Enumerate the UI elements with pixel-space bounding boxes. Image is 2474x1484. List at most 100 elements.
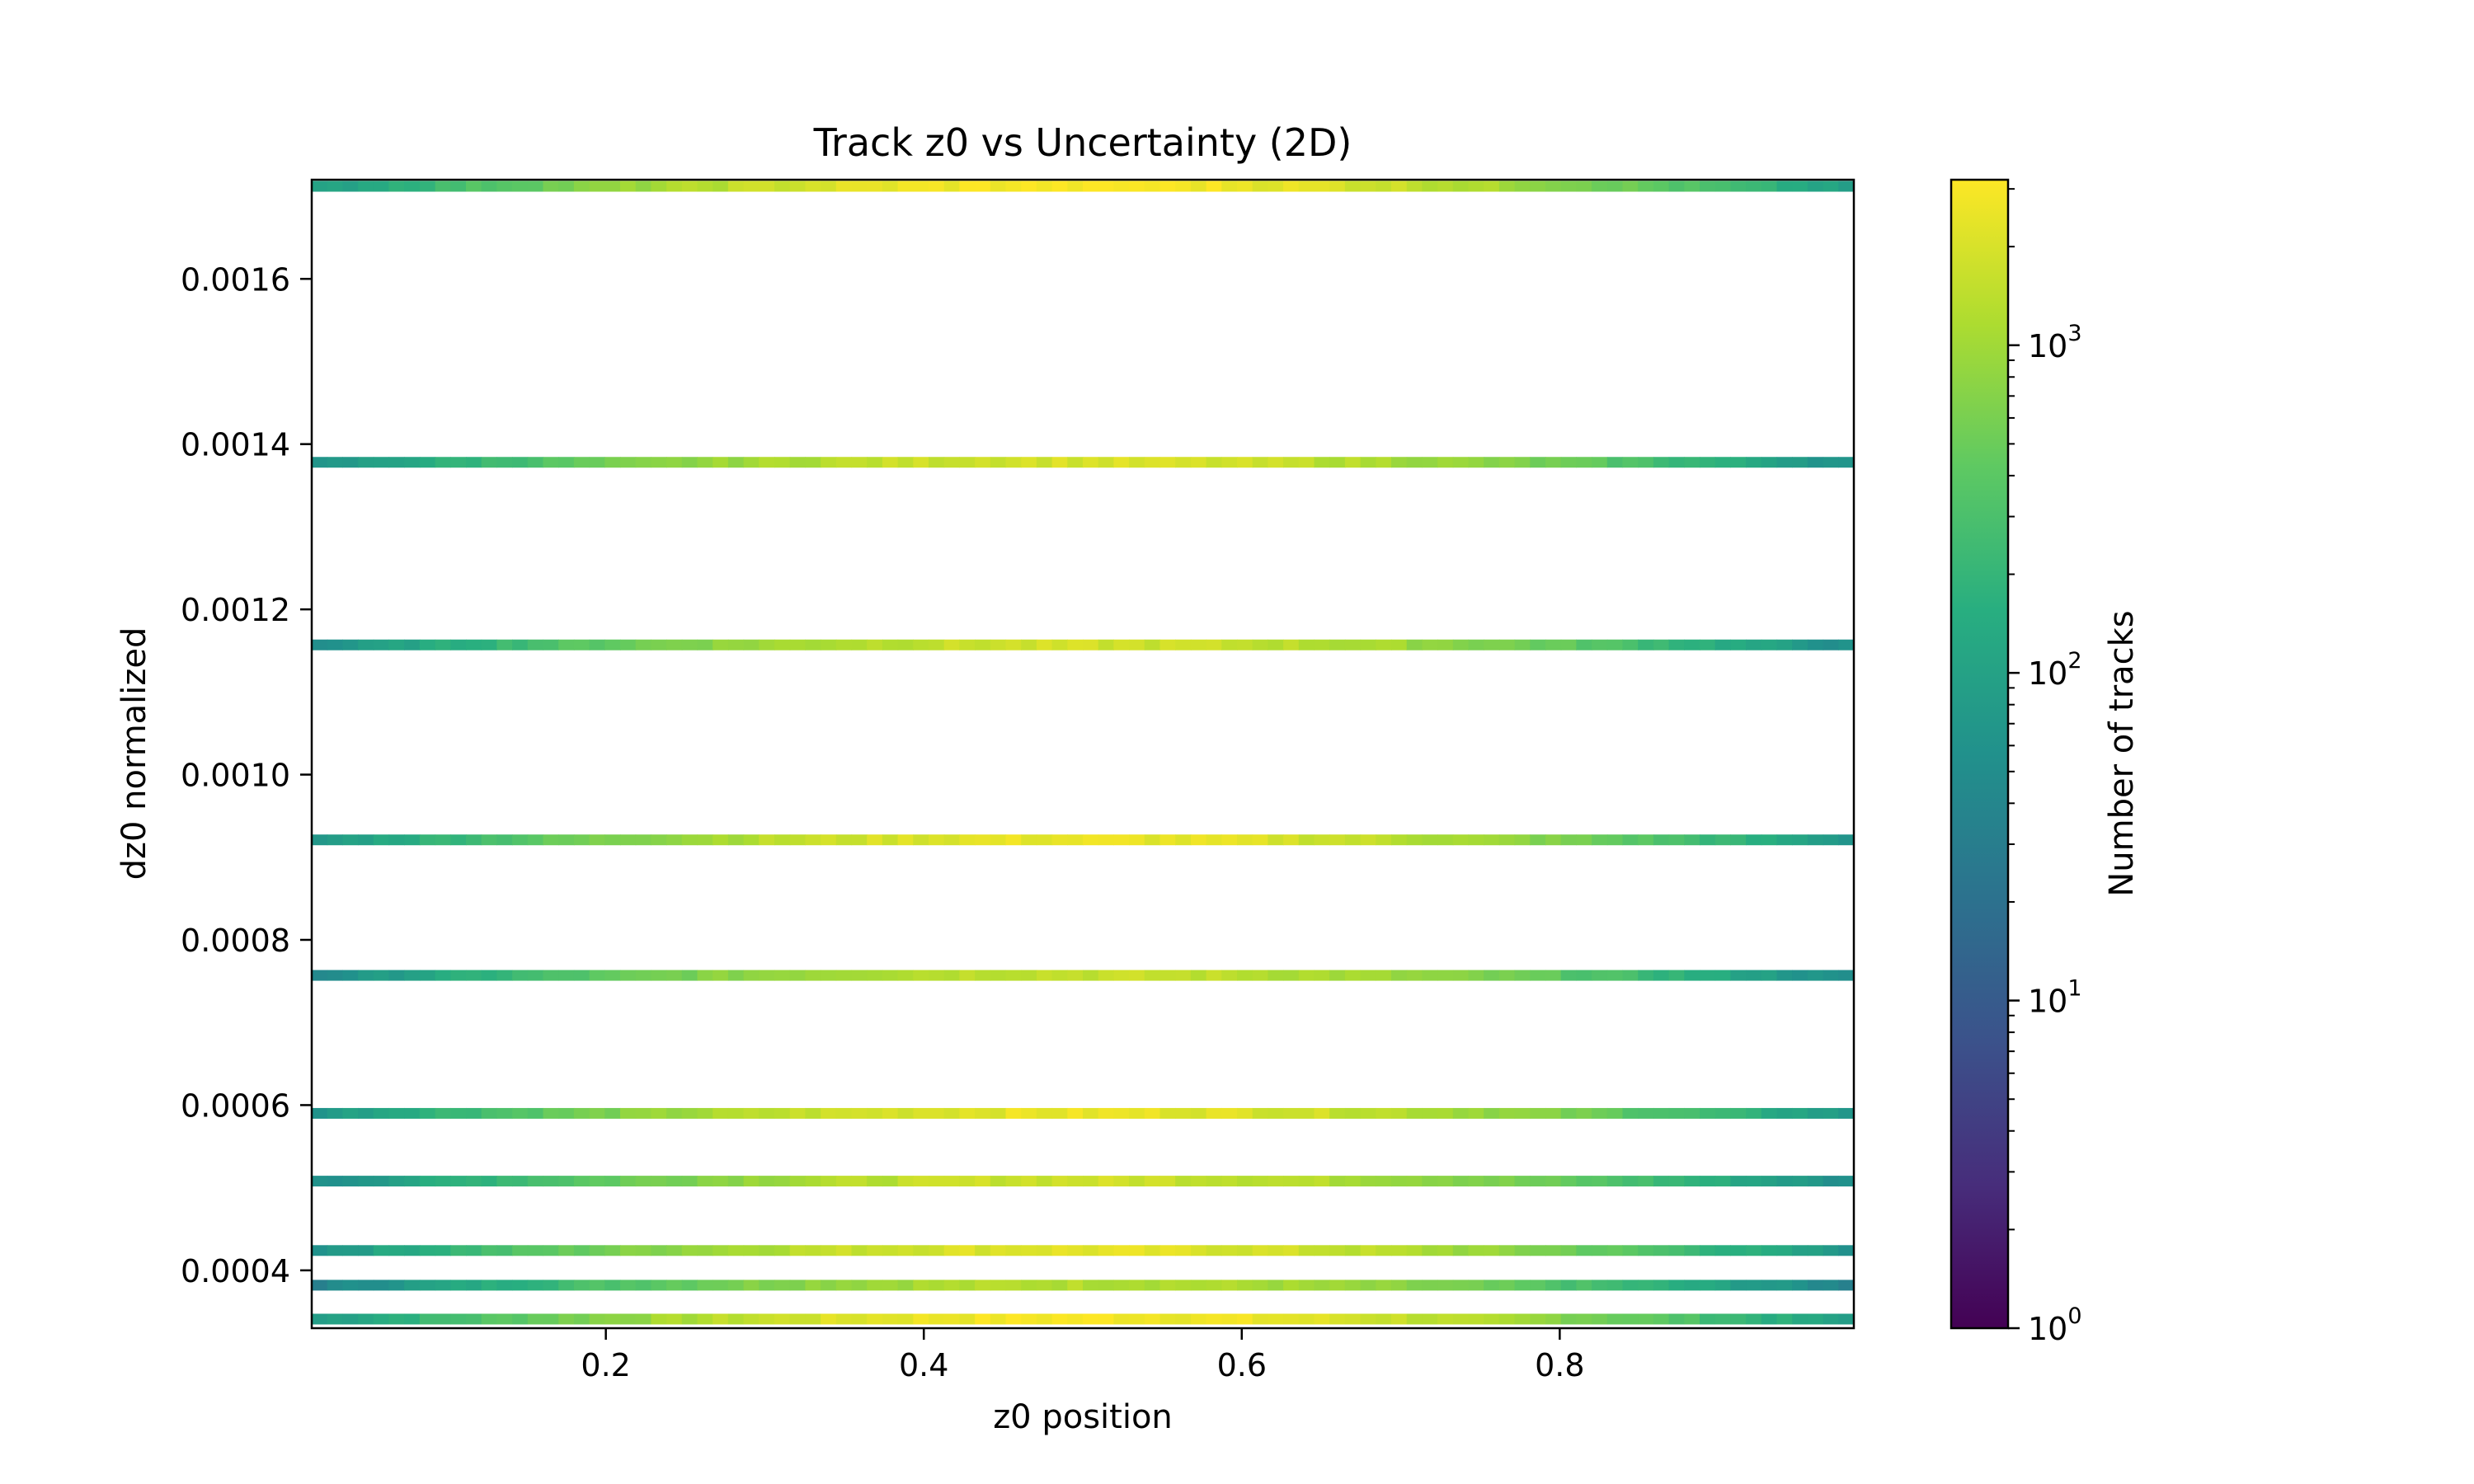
heatmap-cell bbox=[512, 1176, 529, 1187]
heatmap-cell bbox=[1329, 834, 1346, 846]
heatmap-cell bbox=[727, 1280, 745, 1291]
heatmap-cell bbox=[312, 834, 328, 846]
heatmap-cell bbox=[1268, 1245, 1284, 1256]
heatmap-cell bbox=[759, 457, 775, 468]
heatmap-cell bbox=[404, 1107, 421, 1119]
heatmap-cell bbox=[975, 639, 991, 650]
heatmap-cell bbox=[1129, 1176, 1145, 1187]
heatmap-cell bbox=[1067, 1280, 1084, 1291]
heatmap-cell bbox=[342, 639, 359, 650]
heatmap-cell bbox=[975, 457, 991, 468]
heatmap-cell bbox=[1838, 1245, 1855, 1256]
heatmap-cell bbox=[666, 181, 683, 192]
heatmap-cell bbox=[1638, 834, 1654, 846]
heatmap-cell bbox=[312, 1245, 328, 1256]
heatmap-cell bbox=[1252, 457, 1268, 468]
heatmap-cell bbox=[1653, 970, 1670, 981]
heatmap-cell bbox=[1452, 1280, 1470, 1291]
heatmap-cell bbox=[481, 1280, 497, 1291]
heatmap-cell bbox=[1606, 1245, 1624, 1256]
heatmap-cell bbox=[481, 181, 497, 192]
heatmap-cell bbox=[713, 1107, 729, 1119]
heatmap-cell bbox=[388, 181, 405, 192]
heatmap-cell bbox=[1083, 457, 1099, 468]
heatmap-cell bbox=[1592, 1280, 1608, 1291]
heatmap-cell bbox=[943, 834, 960, 846]
heatmap-cell bbox=[1129, 1313, 1145, 1325]
heatmap-cell bbox=[681, 181, 698, 192]
heatmap-cell bbox=[697, 457, 713, 468]
heatmap-cell bbox=[1283, 834, 1300, 846]
heatmap-cell bbox=[913, 1245, 929, 1256]
heatmap-cell bbox=[1036, 181, 1053, 192]
heatmap-cell bbox=[713, 1176, 729, 1187]
heatmap-cell bbox=[727, 1176, 745, 1187]
heatmap-cell bbox=[1653, 457, 1670, 468]
heatmap-cell bbox=[1005, 457, 1022, 468]
heatmap-cell bbox=[1021, 834, 1037, 846]
heatmap-cell bbox=[1668, 181, 1685, 192]
heatmap-cell bbox=[1761, 1245, 1778, 1256]
heatmap-cell bbox=[789, 639, 806, 650]
heatmap-cell bbox=[1823, 1245, 1839, 1256]
heatmap-cell bbox=[543, 457, 559, 468]
heatmap-cell bbox=[620, 1245, 637, 1256]
heatmap-cell bbox=[975, 181, 991, 192]
heatmap-cell bbox=[697, 181, 713, 192]
heatmap-cell bbox=[851, 457, 868, 468]
heatmap-cell bbox=[1159, 181, 1176, 192]
heatmap-cell bbox=[1344, 1245, 1362, 1256]
heatmap-cell bbox=[713, 1313, 729, 1325]
heatmap-cell bbox=[419, 639, 436, 650]
heatmap-cell bbox=[1175, 639, 1192, 650]
heatmap-cell bbox=[1668, 457, 1685, 468]
heatmap-cell bbox=[913, 457, 929, 468]
heatmap-cell bbox=[1221, 834, 1238, 846]
heatmap-cell bbox=[589, 1245, 605, 1256]
heatmap-cell bbox=[589, 1313, 605, 1325]
heatmap-cell bbox=[1807, 970, 1824, 981]
heatmap-cell bbox=[1484, 834, 1500, 846]
heatmap-cell bbox=[1129, 181, 1145, 192]
heatmap-cell bbox=[496, 970, 513, 981]
heatmap-cell bbox=[496, 834, 513, 846]
heatmap-cell bbox=[1422, 1107, 1438, 1119]
heatmap-cell bbox=[1268, 181, 1284, 192]
heatmap-cell bbox=[929, 1245, 945, 1256]
heatmap-cell bbox=[1005, 834, 1022, 846]
heatmap-cell bbox=[913, 181, 929, 192]
heatmap-cell bbox=[990, 639, 1007, 650]
heatmap-cell bbox=[1560, 834, 1577, 846]
heatmap-cell bbox=[759, 1280, 775, 1291]
heatmap-cell bbox=[1714, 1176, 1731, 1187]
heatmap-cell bbox=[327, 457, 343, 468]
heatmap-cell bbox=[1298, 834, 1315, 846]
heatmap-cell bbox=[1159, 1280, 1176, 1291]
heatmap-cell bbox=[1314, 1280, 1330, 1291]
heatmap-cell bbox=[1823, 1107, 1839, 1119]
heatmap-cell bbox=[1638, 970, 1654, 981]
heatmap-cell bbox=[1159, 639, 1176, 650]
heatmap-cell bbox=[1484, 1107, 1500, 1119]
heatmap-cell bbox=[727, 970, 745, 981]
heatmap-cell bbox=[1437, 181, 1454, 192]
heatmap-cell bbox=[1098, 1313, 1114, 1325]
heatmap-cell bbox=[1653, 834, 1670, 846]
heatmap-cell bbox=[543, 1313, 559, 1325]
heatmap-cell bbox=[527, 1313, 544, 1325]
heatmap-cell bbox=[1344, 1313, 1362, 1325]
heatmap-cell bbox=[496, 639, 513, 650]
heatmap-cell bbox=[620, 457, 637, 468]
heatmap-cell bbox=[404, 1313, 421, 1325]
heatmap-cell bbox=[882, 639, 899, 650]
heatmap-cell bbox=[466, 1245, 482, 1256]
heatmap-cell bbox=[897, 639, 914, 650]
heatmap-cell bbox=[713, 970, 729, 981]
heatmap-cell bbox=[1730, 834, 1747, 846]
heatmap-cell bbox=[1329, 1313, 1346, 1325]
heatmap-cell bbox=[1437, 1176, 1454, 1187]
heatmap-cell bbox=[1484, 457, 1500, 468]
heatmap-cell bbox=[1190, 1245, 1207, 1256]
heatmap-cell bbox=[373, 1313, 390, 1325]
heatmap-cell bbox=[867, 457, 883, 468]
